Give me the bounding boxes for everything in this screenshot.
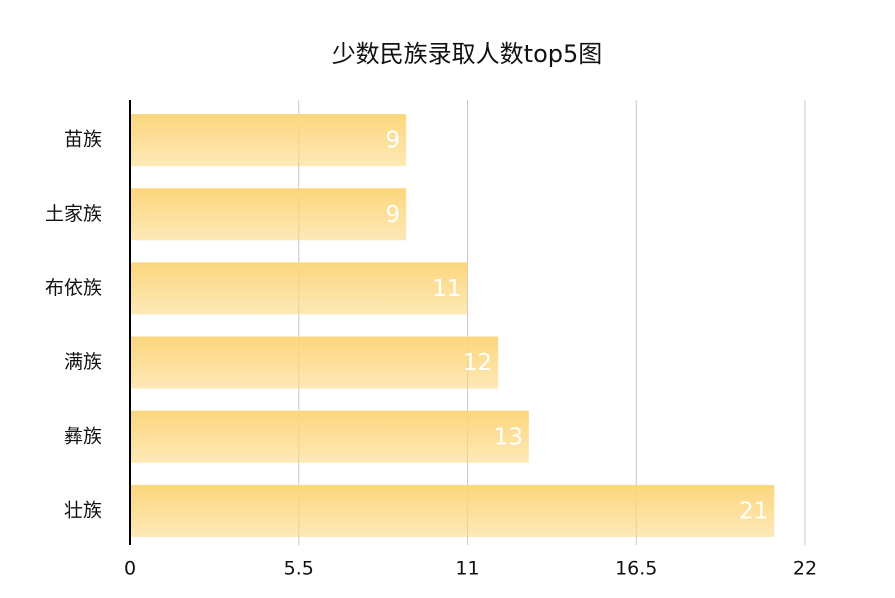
chart-title: 少数民族录取人数top5图 xyxy=(332,40,603,68)
y-tick-label: 布依族 xyxy=(45,277,102,299)
bar xyxy=(130,336,499,389)
value-label: 9 xyxy=(385,128,400,154)
x-tick-label: 0 xyxy=(124,558,136,580)
bar xyxy=(130,114,407,167)
value-label: 9 xyxy=(385,202,400,228)
y-tick-label: 土家族 xyxy=(45,203,102,225)
x-tick-label: 5.5 xyxy=(284,558,314,580)
value-label: 12 xyxy=(463,350,492,376)
bar xyxy=(130,188,407,241)
y-tick-label: 彝族 xyxy=(64,425,102,447)
y-tick-label: 壮族 xyxy=(64,499,102,521)
value-label: 13 xyxy=(494,424,523,450)
x-tick-label: 22 xyxy=(793,558,817,580)
bar xyxy=(130,262,468,315)
bar xyxy=(130,484,775,537)
value-label: 21 xyxy=(739,498,768,524)
value-label: 11 xyxy=(432,276,461,302)
x-tick-label: 11 xyxy=(455,558,479,580)
bar xyxy=(130,410,529,463)
y-tick-label: 苗族 xyxy=(64,129,102,151)
x-tick-label: 16.5 xyxy=(615,558,657,580)
y-tick-label: 满族 xyxy=(64,351,102,373)
